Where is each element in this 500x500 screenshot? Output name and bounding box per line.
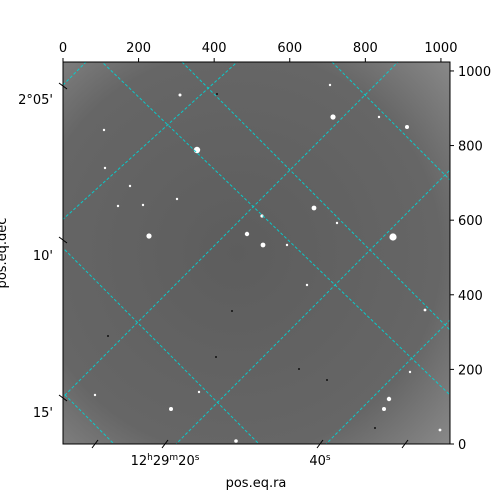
star xyxy=(178,93,182,97)
star xyxy=(141,203,145,207)
star xyxy=(386,396,392,402)
grid-line xyxy=(175,169,450,444)
star xyxy=(116,204,120,208)
star xyxy=(285,243,289,247)
dark-speck xyxy=(231,310,233,312)
dark-speck xyxy=(107,335,109,337)
right-tick-label: 1000 xyxy=(458,65,491,80)
right-tick-label: 400 xyxy=(458,289,483,304)
ra-tick xyxy=(401,439,409,449)
top-tick-label: 400 xyxy=(202,41,227,56)
right-tick-label: 200 xyxy=(458,363,483,378)
star xyxy=(330,114,336,120)
top-tick-label: 200 xyxy=(126,41,151,56)
top-pixel-axis: 0 200 400 600 800 1000 xyxy=(59,41,457,62)
grid-line xyxy=(331,62,450,181)
ra-tick-label: 12h29m20s xyxy=(131,453,200,469)
x-axis-title: pos.eq.ra xyxy=(226,476,287,491)
star xyxy=(244,231,250,237)
star xyxy=(102,128,106,132)
star xyxy=(335,221,339,225)
grid-line xyxy=(101,62,450,396)
dark-speck xyxy=(216,93,218,95)
star xyxy=(382,407,386,411)
stars xyxy=(93,83,442,443)
ra-tick xyxy=(316,439,324,449)
ra-axis: 12h29m20s 40s xyxy=(91,439,409,469)
star xyxy=(305,283,309,287)
dec-tick xyxy=(58,236,68,244)
top-tick-label: 1000 xyxy=(424,41,457,56)
star xyxy=(260,242,266,248)
grid-line xyxy=(325,319,450,444)
top-tick-label: 0 xyxy=(59,41,67,56)
y-axis-title: pos.eq.dec xyxy=(0,218,10,289)
star xyxy=(405,125,409,129)
dark-speck xyxy=(374,427,376,429)
dec-tick-label: 10' xyxy=(33,249,53,264)
dec-tick-label: 15' xyxy=(33,406,53,421)
star xyxy=(328,83,332,87)
dark-speck xyxy=(326,379,328,381)
grid-line xyxy=(63,247,260,444)
image-background xyxy=(63,62,450,444)
star xyxy=(408,370,412,374)
ra-tick xyxy=(91,439,99,449)
dec-tick xyxy=(58,394,68,402)
star xyxy=(128,184,132,188)
star xyxy=(197,390,201,394)
dec-tick-label: 2°05' xyxy=(18,93,53,108)
star xyxy=(438,428,442,432)
grid-line xyxy=(63,62,238,220)
top-tick-label: 800 xyxy=(353,41,378,56)
star xyxy=(169,407,173,411)
star xyxy=(260,214,264,218)
right-tick-label: 0 xyxy=(458,438,466,453)
dec-tick xyxy=(58,82,68,90)
star xyxy=(377,115,381,119)
dark-speck xyxy=(215,356,217,358)
star xyxy=(103,166,107,170)
star xyxy=(389,233,397,241)
ra-tick xyxy=(161,439,169,449)
sky-image xyxy=(63,62,450,444)
star xyxy=(423,308,427,312)
dark-speck xyxy=(298,368,300,370)
wcs-grid xyxy=(63,62,450,444)
right-pixel-axis: 0 200 400 600 800 1000 xyxy=(450,65,491,453)
star xyxy=(175,197,179,201)
grid-line xyxy=(63,392,115,444)
star xyxy=(93,393,97,397)
star xyxy=(146,233,152,239)
right-tick-label: 600 xyxy=(458,214,483,229)
right-tick-label: 800 xyxy=(458,140,483,155)
star xyxy=(311,205,317,211)
grid-line xyxy=(63,62,399,398)
star xyxy=(234,439,238,443)
top-tick-label: 600 xyxy=(277,41,302,56)
star xyxy=(193,146,201,154)
ra-tick-label: 40s xyxy=(309,453,331,469)
dec-axis: 2°05' 10' 15' xyxy=(18,82,68,421)
image-frame xyxy=(62,61,451,445)
